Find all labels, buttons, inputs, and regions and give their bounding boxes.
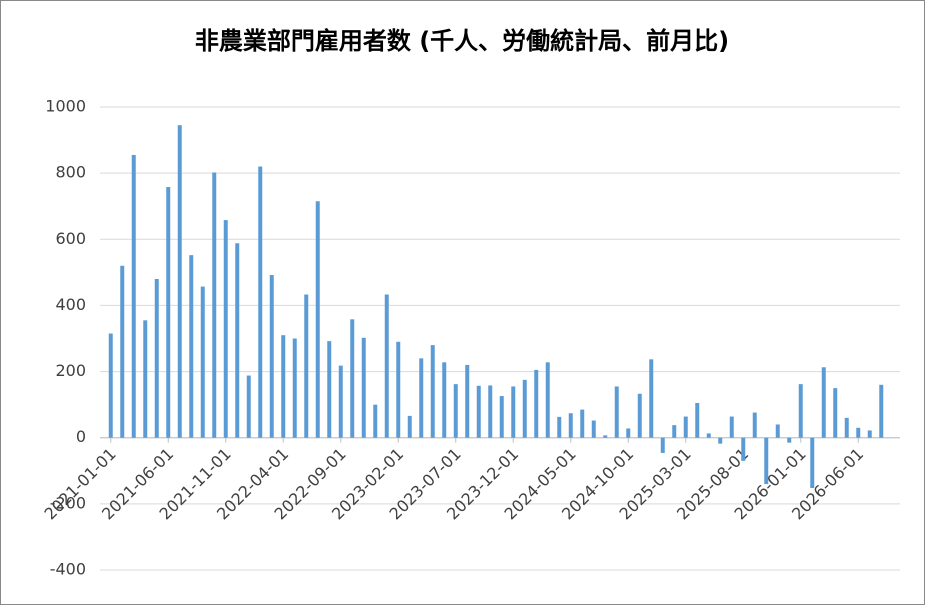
chart-title: 非農業部門雇用者数 (千人、労働統計局、前月比): [195, 27, 729, 55]
bar: [775, 424, 780, 438]
bar: [833, 388, 838, 438]
bar: [856, 427, 861, 438]
bar: [488, 385, 493, 438]
bar: [419, 358, 424, 438]
bar: [407, 415, 412, 438]
bar: [637, 393, 642, 438]
bar: [741, 437, 746, 461]
y-tick-label: -400: [50, 560, 86, 579]
bar: [476, 385, 481, 438]
bar: [373, 404, 378, 438]
bar: [166, 187, 171, 438]
y-tick-label: 1000: [45, 97, 86, 116]
bar: [465, 364, 470, 438]
bar: [396, 341, 401, 438]
bar: [511, 386, 516, 438]
bar: [568, 413, 573, 438]
bar: [580, 409, 585, 438]
bar: [844, 417, 849, 438]
bar: [131, 154, 136, 438]
bar: [235, 243, 240, 438]
bar: [545, 362, 550, 438]
y-tick-label: 0: [76, 427, 86, 446]
bar: [672, 425, 677, 438]
bar: [292, 338, 297, 438]
y-tick-label: 200: [55, 361, 86, 380]
bar: [798, 384, 803, 438]
bar: [522, 379, 527, 438]
bar: [120, 265, 125, 438]
bar: [384, 294, 389, 438]
bar: [764, 437, 769, 485]
bar: [534, 369, 539, 438]
bar: [315, 201, 320, 438]
bar: [695, 402, 700, 438]
bar: [269, 275, 274, 438]
bar: [200, 286, 205, 438]
bar: [442, 362, 447, 438]
y-tick-label: 600: [55, 229, 86, 248]
bar: [177, 125, 182, 438]
bar: [143, 320, 148, 438]
bar: [591, 420, 596, 438]
bar: [660, 437, 665, 453]
bar: [258, 166, 263, 438]
bar: [718, 437, 723, 444]
bar: [557, 416, 562, 438]
bar: [614, 386, 619, 438]
y-tick-label: 400: [55, 295, 86, 314]
y-tick-label: -200: [50, 493, 86, 512]
bar: [453, 384, 458, 438]
bar: [821, 367, 826, 438]
bar: [499, 396, 504, 438]
bar: [281, 335, 286, 438]
bar: [304, 294, 309, 438]
bar: [108, 333, 113, 438]
bar: [189, 255, 194, 438]
bar: [361, 337, 366, 438]
bar: [752, 412, 757, 438]
bar: [683, 416, 688, 438]
bar: [706, 433, 711, 438]
bar: [223, 220, 228, 438]
bar: [327, 341, 332, 438]
bar: [212, 172, 217, 438]
bar: [879, 384, 884, 438]
bar: [787, 437, 792, 443]
y-tick-label: 800: [55, 163, 86, 182]
bar: [810, 437, 815, 488]
bar: [338, 365, 343, 438]
bar: [430, 345, 435, 438]
bar: [729, 416, 734, 438]
bar: [350, 319, 355, 438]
bar: [603, 435, 608, 438]
bar: [154, 278, 159, 438]
bar: [246, 375, 251, 438]
bar: [626, 428, 631, 438]
bar: [649, 359, 654, 438]
bar: [867, 430, 872, 438]
